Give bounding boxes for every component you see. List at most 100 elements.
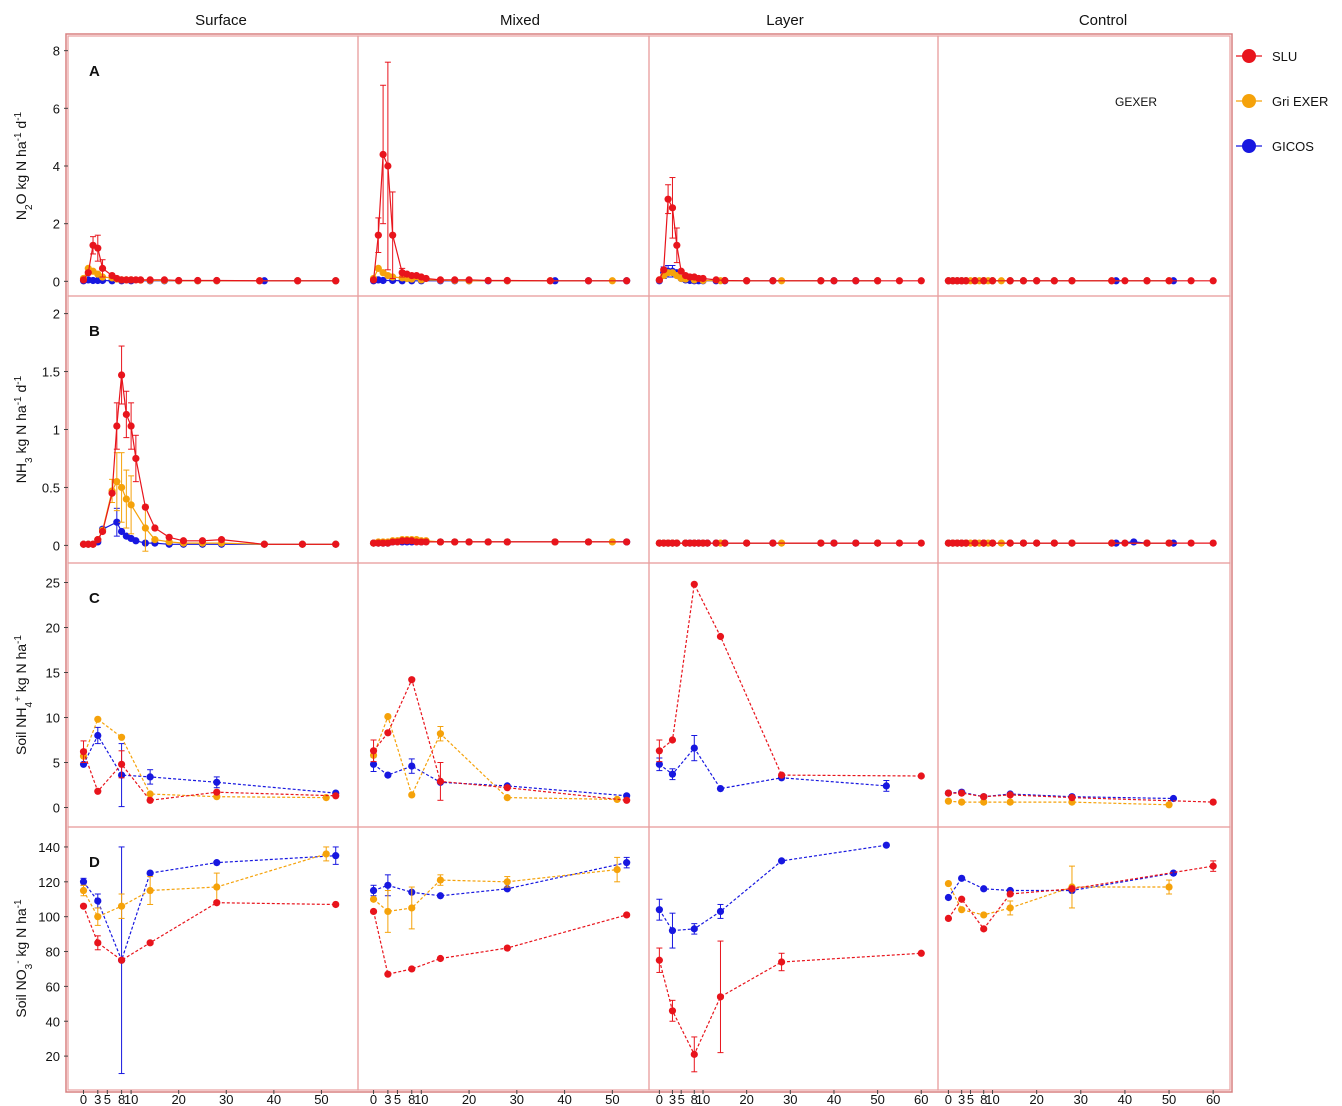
x-tick-0-0: 0 [80, 1092, 87, 1106]
data-point-slu [213, 899, 221, 907]
data-point-slu [484, 276, 492, 285]
data-point-slu [944, 789, 953, 797]
data-point-slu [673, 539, 681, 547]
legend-label-slu: SLU [1272, 49, 1297, 64]
data-point-griexer [127, 501, 135, 509]
y-tick-C-10: 10 [46, 711, 60, 726]
data-point-slu [98, 264, 107, 272]
x-tick-0-5: 5 [104, 1092, 111, 1106]
data-point-griexer [503, 878, 511, 886]
data-point-slu [655, 276, 663, 284]
data-point-slu [895, 277, 904, 285]
data-point-slu [422, 538, 430, 546]
data-point-slu [668, 204, 677, 212]
data-point-slu [1108, 539, 1116, 547]
data-point-slu [503, 944, 511, 952]
x-tick-2-60: 60 [914, 1092, 928, 1106]
data-point-griexer [980, 798, 988, 806]
data-point-slu [151, 524, 159, 532]
data-point-slu [623, 796, 631, 804]
data-point-griexer [980, 911, 988, 919]
data-point-griexer [146, 790, 154, 798]
data-point-slu [436, 954, 445, 963]
data-point-slu [332, 277, 340, 285]
data-point-slu [127, 422, 135, 430]
data-point-slu [1050, 277, 1058, 285]
data-point-griexer [141, 524, 149, 532]
data-point-gicos [716, 785, 725, 793]
data-point-griexer [436, 876, 445, 884]
data-point-gicos [623, 859, 631, 867]
data-point-griexer [503, 794, 511, 802]
data-point-slu [132, 454, 140, 463]
data-point-slu [374, 231, 382, 239]
data-point-griexer [369, 895, 378, 903]
panel-label-A: A [89, 63, 100, 80]
data-point-slu [988, 539, 997, 547]
data-point-slu [830, 277, 838, 285]
data-point-slu [1033, 277, 1041, 285]
data-point-slu [699, 274, 707, 283]
data-point-slu [690, 580, 698, 588]
data-point-slu [1209, 862, 1217, 870]
data-point-griexer [613, 866, 621, 874]
data-point-gicos [690, 744, 698, 752]
data-point-slu [1068, 885, 1076, 893]
data-point-slu [673, 241, 681, 249]
data-point-griexer [322, 850, 330, 858]
data-point-slu [436, 538, 445, 546]
data-point-slu [852, 539, 860, 547]
data-point-griexer [151, 536, 159, 544]
x-tick-3-3: 3 [958, 1092, 965, 1106]
data-point-slu [89, 540, 97, 548]
data-point-gicos [655, 760, 663, 768]
panel-C-mixed [369, 676, 631, 804]
data-point-gicos [146, 869, 154, 877]
data-point-griexer [408, 791, 416, 799]
series-line-slu [659, 582, 922, 777]
data-point-slu [895, 539, 904, 547]
panel-frame-A-1 [357, 35, 650, 297]
data-point-slu [213, 276, 221, 285]
data-point-gicos [132, 537, 140, 545]
data-point-slu [217, 536, 226, 544]
data-point-gicos [668, 927, 677, 935]
data-point-slu [146, 796, 154, 804]
data-point-slu [1006, 277, 1014, 285]
panel-B-surface [79, 345, 340, 552]
data-point-slu [660, 266, 668, 274]
data-point-slu [980, 277, 988, 285]
data-point-griexer [79, 886, 88, 895]
data-point-slu [94, 787, 102, 795]
data-point-slu [384, 970, 392, 978]
data-point-slu [958, 895, 966, 903]
data-point-slu [408, 965, 416, 973]
x-tick-2-3: 3 [669, 1092, 676, 1106]
x-tick-1-20: 20 [462, 1092, 476, 1106]
data-point-slu [721, 539, 729, 547]
data-point-slu [980, 925, 988, 933]
data-point-slu [962, 277, 970, 285]
data-point-slu [817, 539, 825, 547]
data-point-gicos [1130, 538, 1138, 546]
data-point-slu [451, 538, 459, 546]
data-point-slu [465, 538, 473, 546]
data-point-griexer [384, 907, 392, 916]
data-point-gicos [716, 907, 725, 916]
x-tick-1-8: 8 [408, 1092, 415, 1106]
data-point-slu [944, 914, 953, 923]
data-point-slu [1108, 277, 1116, 285]
x-tick-1-10: 10 [414, 1092, 428, 1106]
panel-C-layer [655, 580, 925, 793]
series-line-slu [373, 911, 627, 975]
x-tick-2-30: 30 [783, 1092, 797, 1106]
data-point-slu [817, 277, 825, 285]
data-point-slu [1165, 277, 1173, 285]
legend-swatch-griexer [1242, 94, 1256, 108]
data-point-gicos [944, 893, 953, 902]
data-point-slu [1006, 890, 1014, 898]
panel-frame-D-3 [937, 826, 1231, 1091]
data-point-slu [165, 533, 173, 541]
x-tick-0-40: 40 [267, 1092, 281, 1106]
x-tick-0-20: 20 [171, 1092, 185, 1106]
